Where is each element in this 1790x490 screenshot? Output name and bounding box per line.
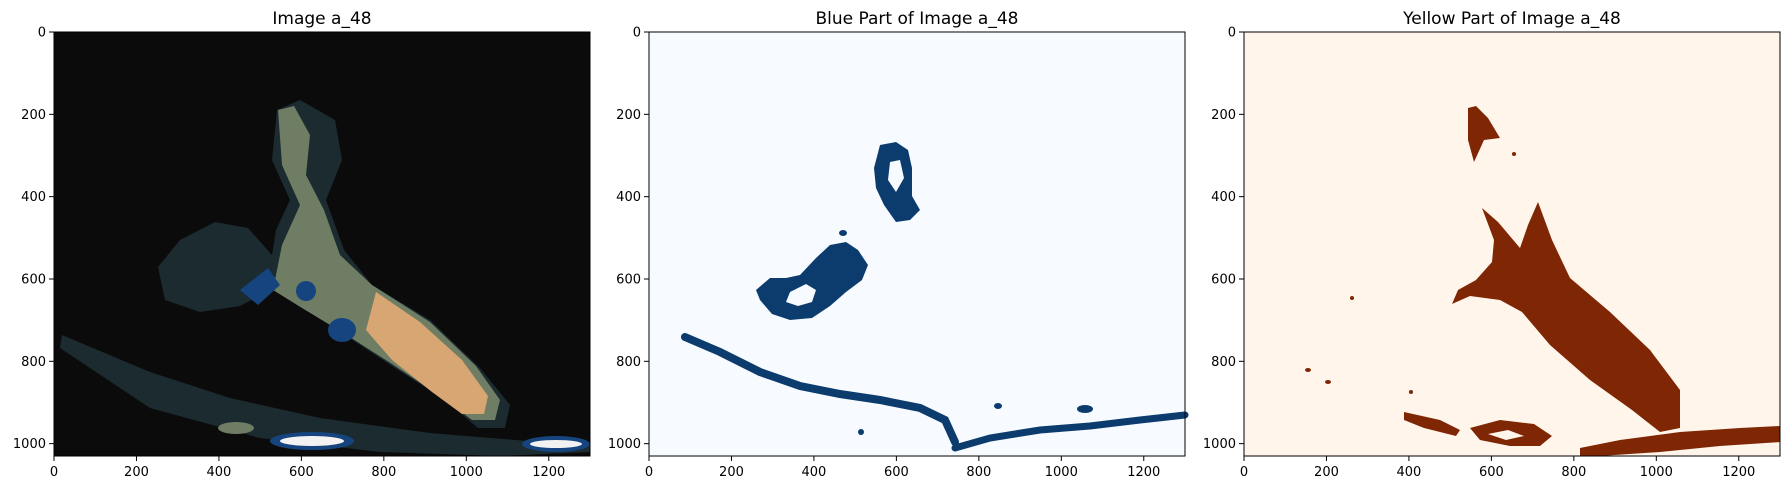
yellow-small-dot [1305,368,1311,372]
panel-blue-background [649,32,1185,456]
x-tick-label: 600 [1479,465,1504,480]
y-tick-label: 800 [1211,355,1236,370]
blue-lower-streak [951,411,1189,452]
image-lower-ellipse-bright [530,440,582,448]
panel-image-x-axis: 0 200 400 600 800 1000 1200 [50,456,565,480]
y-tick-label: 200 [21,108,46,123]
x-tick-label: 800 [1561,465,1586,480]
panel-image-y-axis: 0 200 400 600 800 1000 [13,26,54,452]
panel-blue: Blue Part of Image a_48 0 200 400 600 800 100… [608,9,1189,480]
y-tick-label: 200 [1211,108,1236,123]
y-tick-label: 1000 [608,437,641,452]
y-tick-label: 0 [1228,26,1236,41]
panel-image-content [60,100,590,456]
image-blue-spot [328,318,356,342]
x-tick-label: 0 [1240,465,1248,480]
blue-ring-blob [756,242,868,320]
x-tick-label: 800 [966,465,991,480]
yellow-lower-streak [1580,426,1780,456]
panel-yellow-y-axis: 0 200 400 600 800 1000 [1203,26,1244,452]
yellow-small-dot [1409,390,1413,394]
x-tick-label: 600 [289,465,314,480]
image-body-olive [273,106,500,420]
x-tick-label: 0 [50,465,58,480]
panel-blue-frame [648,31,1186,457]
y-tick-label: 600 [21,272,46,287]
x-tick-label: 400 [802,465,827,480]
blue-small-dot [839,230,847,236]
blue-upper-blob [874,142,920,222]
y-tick-label: 800 [21,355,46,370]
image-blue-patch [240,268,280,305]
x-tick-label: 400 [1397,465,1422,480]
y-tick-label: 0 [633,26,641,41]
y-tick-label: 0 [38,26,46,41]
blue-small-dot [858,429,864,435]
y-tick-label: 200 [616,108,641,123]
x-tick-label: 1200 [1127,465,1160,480]
x-tick-label: 200 [1314,465,1339,480]
x-tick-label: 1000 [1640,465,1673,480]
y-tick-label: 400 [1211,190,1236,205]
x-tick-label: 600 [884,465,909,480]
x-tick-label: 0 [645,465,653,480]
y-tick-label: 1000 [13,437,46,452]
panel-blue-x-axis: 0 200 400 600 800 1000 1200 [645,456,1160,480]
panel-image-frame [53,31,591,457]
panel-yellow-title: Yellow Part of Image a_48 [1402,9,1621,29]
yellow-main-body [1452,202,1680,432]
y-tick-label: 600 [1211,272,1236,287]
y-tick-label: 1000 [1203,437,1236,452]
panel-blue-title: Blue Part of Image a_48 [816,9,1019,29]
panel-image: Image a_48 0 200 400 600 800 1000 1200 [13,9,591,480]
x-tick-label: 1000 [1045,465,1078,480]
image-lower-ellipse-bright [280,436,344,446]
yellow-upper-fin [1468,106,1500,162]
blue-small-dot [1077,405,1093,413]
x-tick-label: 200 [719,465,744,480]
y-tick-label: 800 [616,355,641,370]
y-tick-label: 600 [616,272,641,287]
yellow-lower-ring [1470,420,1552,446]
panel-yellow: Yellow Part of Image a_48 0 200 400 600 800 1… [1203,9,1781,480]
y-tick-label: 400 [616,190,641,205]
yellow-small-dot [1350,296,1354,300]
x-tick-label: 400 [207,465,232,480]
yellow-small-dot [1325,380,1331,384]
x-tick-label: 200 [124,465,149,480]
panel-yellow-frame [1243,31,1781,457]
panel-yellow-x-axis: 0 200 400 600 800 1000 1200 [1240,456,1755,480]
x-tick-label: 1200 [532,465,565,480]
image-lower-olive [218,422,254,434]
x-tick-label: 1000 [450,465,483,480]
yellow-lower-streak [1404,412,1460,436]
image-blue-spot [296,281,316,301]
x-tick-label: 800 [371,465,396,480]
blue-small-dot [994,403,1002,409]
blue-lower-streak [681,333,959,446]
yellow-small-dot [1512,152,1516,156]
panel-blue-y-axis: 0 200 400 600 800 1000 [608,26,649,452]
panel-blue-content [681,142,1189,452]
x-tick-label: 1200 [1722,465,1755,480]
image-body-tan [366,292,488,414]
y-tick-label: 400 [21,190,46,205]
panel-image-title: Image a_48 [272,9,371,29]
panel-yellow-content [1305,106,1780,456]
